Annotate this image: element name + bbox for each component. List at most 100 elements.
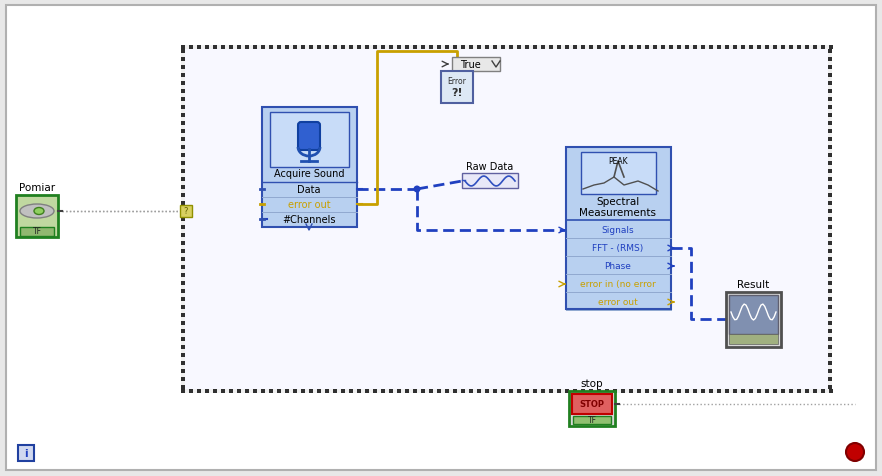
Bar [621,389,625,393]
Bar [793,46,797,50]
Bar [225,46,229,50]
Bar [197,389,201,393]
FancyBboxPatch shape [298,123,320,151]
Bar [828,189,832,194]
Bar [289,46,293,50]
Bar [181,62,185,66]
Bar [181,149,185,154]
Bar [365,389,369,393]
Bar [828,253,832,258]
Bar [828,138,832,142]
Bar [273,389,277,393]
Bar [601,46,605,50]
Text: Signals: Signals [602,226,634,235]
Bar [828,86,832,90]
Bar [389,389,393,393]
Bar [828,313,832,317]
Bar [761,46,765,50]
Bar [441,72,473,104]
Bar [270,113,349,168]
Bar [181,373,185,377]
Bar [181,365,185,369]
Bar [725,46,729,50]
Bar [813,389,817,393]
Bar [705,389,709,393]
Bar [785,46,789,50]
Bar [585,46,589,50]
Bar [265,46,269,50]
Bar [437,46,441,50]
Bar [625,46,629,50]
Bar [181,329,185,333]
Bar [828,114,832,118]
Bar [181,258,185,261]
Circle shape [846,443,864,461]
Bar [325,46,329,50]
Bar [789,46,793,50]
Bar [777,389,781,393]
Bar [589,46,593,50]
Bar [569,46,573,50]
Bar [181,309,185,313]
Bar [521,46,525,50]
Bar [828,246,832,249]
Bar [485,46,489,50]
Bar [229,46,233,50]
Bar [828,70,832,74]
Bar [181,162,185,166]
Bar [828,241,832,246]
Bar [741,46,745,50]
Bar [828,149,832,154]
Bar [689,389,693,393]
Bar [828,130,832,134]
Bar [401,389,405,393]
Bar [425,46,429,50]
Bar [513,389,517,393]
Bar [765,46,769,50]
Bar [293,389,297,393]
Text: Spectral: Spectral [596,197,639,207]
Bar [381,46,385,50]
Bar [828,234,832,238]
Bar [181,349,185,353]
Bar [573,46,577,50]
Bar [828,309,832,313]
Bar [345,46,349,50]
Bar [249,46,253,50]
Bar [373,46,377,50]
Bar [181,146,185,149]
Bar [673,46,677,50]
Bar [181,209,185,214]
Bar [221,46,225,50]
Bar [545,46,549,50]
Bar [181,273,185,278]
Bar [828,226,832,229]
Bar [305,389,309,393]
Bar [181,261,185,266]
Bar [181,313,185,317]
Bar [181,58,185,62]
Bar [581,46,585,50]
Bar [637,389,641,393]
Bar [501,389,505,393]
Bar [181,206,185,209]
Bar [609,46,613,50]
Bar [729,334,778,344]
Bar [261,46,265,50]
Bar [665,389,669,393]
Bar [829,46,833,50]
Bar [765,389,769,393]
Bar [745,389,749,393]
Bar [828,198,832,201]
Bar [661,389,665,393]
Bar [828,106,832,110]
Ellipse shape [20,205,54,218]
Bar [181,194,185,198]
Bar [828,369,832,373]
Bar [341,389,345,393]
Bar [697,389,701,393]
Bar [225,389,229,393]
Text: #Channels: #Channels [282,215,336,225]
Bar [713,46,717,50]
Bar [828,74,832,78]
